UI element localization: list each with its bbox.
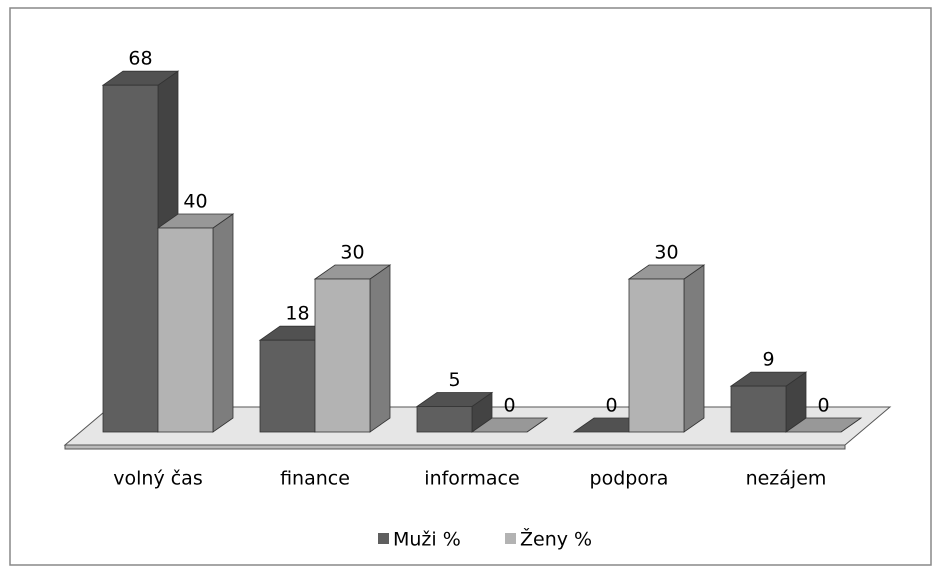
floor-edge <box>64 444 846 450</box>
x-tick-label: informace <box>424 468 519 490</box>
data-label: 18 <box>285 303 309 325</box>
bar-side <box>683 264 705 433</box>
legend-swatch <box>505 533 516 544</box>
legend-label: Ženy % <box>520 528 592 551</box>
bar-side <box>212 213 234 433</box>
data-label: 0 <box>817 395 829 417</box>
bar <box>259 339 316 433</box>
legend-swatch <box>378 533 389 544</box>
x-tick-label: volný čas <box>113 468 202 490</box>
data-label: 68 <box>128 48 152 70</box>
bar <box>628 278 685 433</box>
data-label: 0 <box>503 395 515 417</box>
bar <box>730 385 787 433</box>
bar-top <box>470 417 549 433</box>
data-label: 0 <box>605 395 617 417</box>
legend-label: Muži % <box>393 529 461 551</box>
x-tick-label: podpora <box>590 468 669 490</box>
data-label: 9 <box>762 349 774 371</box>
bar <box>314 278 371 433</box>
bar <box>102 84 159 433</box>
data-label: 30 <box>340 242 364 264</box>
bar-side <box>369 264 391 433</box>
data-label: 30 <box>654 242 678 264</box>
bar <box>416 406 473 433</box>
bar <box>157 227 214 433</box>
bar-top <box>784 417 863 433</box>
x-tick-label: finance <box>280 468 350 490</box>
data-label: 40 <box>183 191 207 213</box>
data-label: 5 <box>448 369 460 391</box>
x-tick-label: nezájem <box>746 468 827 490</box>
